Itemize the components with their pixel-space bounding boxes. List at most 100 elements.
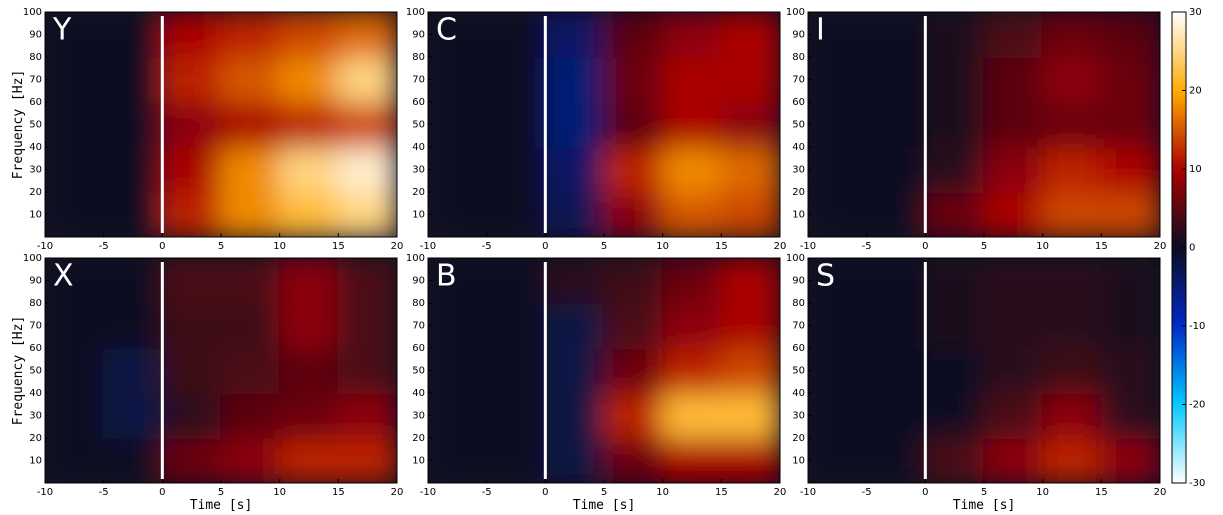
cell [808,302,868,349]
cell [924,101,985,148]
y-tick-label: 10 [412,210,425,221]
y-tick-label: 70 [412,75,425,86]
y-tick-label: 80 [792,52,805,63]
cell [428,146,488,193]
cell [661,258,723,304]
cell [603,258,664,304]
x-tick-label: 10 [273,241,286,252]
y-tick-label: 40 [792,142,805,153]
cell [1041,347,1103,394]
cell [337,392,397,439]
cell [337,146,397,193]
y-tick-label: 20 [412,433,425,444]
cell [337,437,397,483]
cell [278,56,340,103]
cell [220,258,281,304]
cell [983,146,1044,193]
heatmap [428,12,780,237]
cell [278,347,340,394]
panel: 10 20 30 40 50 60 70 80 90 100 -10 -5 0 5 10 15 20 B Time … [406,253,786,513]
cell [720,258,780,304]
cell [428,392,488,439]
y-tick-label: 90 [792,276,805,287]
cell [278,437,340,483]
cell [45,437,105,483]
cell [865,191,927,237]
cell [1100,101,1160,148]
colorbar-tick-label: -20 [1189,400,1205,411]
cells [808,258,1160,483]
cell [278,101,340,148]
cell [603,146,664,193]
cell [485,191,547,237]
y-tick-label: 40 [29,142,42,153]
cell [544,56,605,103]
cell [720,56,780,103]
y-tick-label: 100 [786,253,805,264]
cell [278,146,340,193]
cell [102,302,164,349]
cell [603,302,664,349]
cell [720,347,780,394]
x-tick-label: 15 [715,241,728,252]
y-tick-label: 10 [792,210,805,221]
x-tick-label: -5 [862,241,872,252]
cell [808,101,868,148]
cell [924,392,985,439]
cell [428,191,488,237]
y-tick-label: 100 [23,7,42,18]
cells [428,12,780,237]
x-tick-label: 0 [159,487,165,498]
cell [1100,12,1160,58]
cell [161,392,222,439]
cell [661,146,723,193]
cell [337,56,397,103]
y-tick-label: 50 [29,366,42,377]
cell [428,347,488,394]
cell [45,347,105,394]
cell [45,101,105,148]
x-tick-label: 15 [332,487,345,498]
cell [924,258,985,304]
cell [102,101,164,148]
cell [45,191,105,237]
cell [220,12,281,58]
x-tick-label: 0 [922,241,928,252]
cell [808,347,868,394]
cell [220,302,281,349]
cell [983,56,1044,103]
cell [1041,56,1103,103]
x-tick-label: -10 [420,241,436,252]
y-tick-label: 80 [29,298,42,309]
y-tick-label: 60 [29,97,42,108]
cell [102,56,164,103]
cell [102,258,164,304]
cell [278,191,340,237]
cell [161,302,222,349]
y-tick-label: 60 [29,343,42,354]
cell [485,258,547,304]
y-tick-label: 20 [29,187,42,198]
cell [1041,302,1103,349]
cell [720,392,780,439]
cell [278,302,340,349]
cell [720,191,780,237]
x-tick-label: 5 [981,241,987,252]
cell [661,347,723,394]
y-tick-label: 30 [792,165,805,176]
cell [337,302,397,349]
y-tick-label: 30 [792,411,805,422]
y-tick-label: 80 [412,52,425,63]
cell [661,12,723,58]
cell [1100,347,1160,394]
cell [278,392,340,439]
cell [544,347,605,394]
cell [485,347,547,394]
x-tick-label: 0 [159,241,165,252]
cell [1100,302,1160,349]
cell [924,12,985,58]
x-tick-label: 20 [1154,487,1167,498]
y-tick-label: 50 [29,120,42,131]
cell [102,347,164,394]
